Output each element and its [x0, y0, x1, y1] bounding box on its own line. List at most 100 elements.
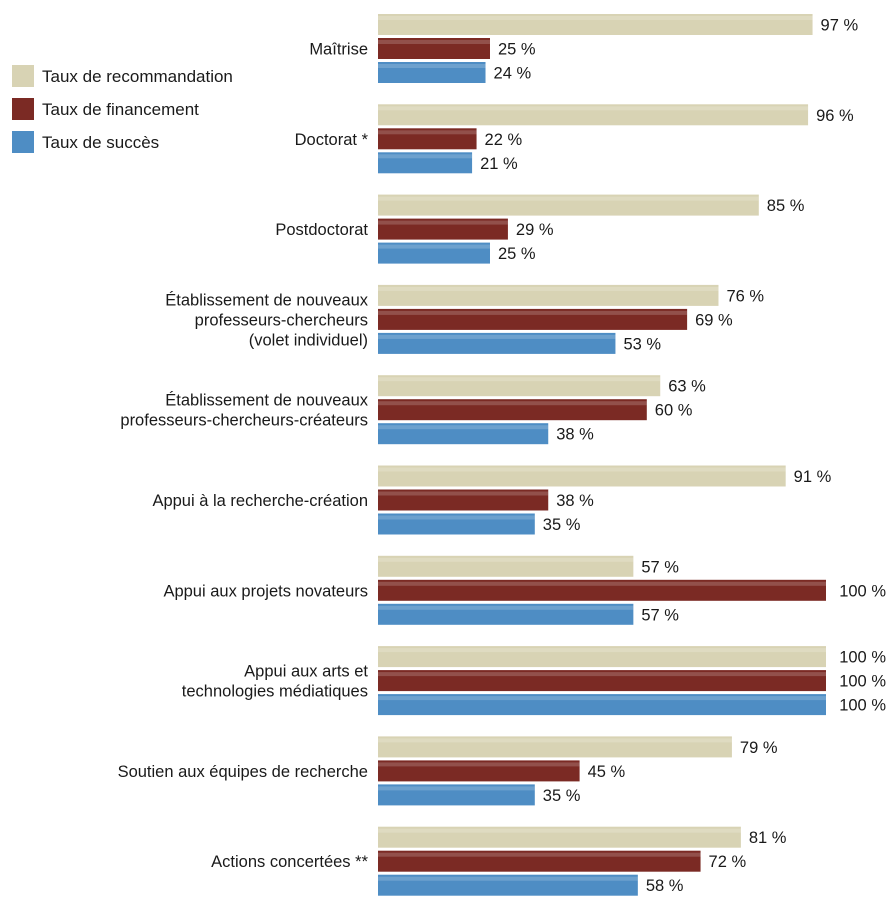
bar-sheen	[378, 515, 535, 520]
bar-taux-de-recommandation	[378, 194, 759, 216]
bar-taux-de-recommandation	[378, 284, 719, 306]
legend-label-taux-de-recommandation: Taux de recommandation	[42, 67, 233, 86]
bar-group-etablissement-de-nouveaux-professeurs-chercheurs-createurs: Établissement de nouveaux professeurs-che…	[120, 375, 706, 445]
value-label-taux-de-succes: 100 %	[839, 697, 886, 715]
category-label: Postdoctorat	[275, 221, 368, 239]
bar-taux-de-financement	[378, 399, 647, 421]
value-label-taux-de-financement: 60 %	[655, 402, 693, 420]
legend-label-taux-de-succes: Taux de succès	[42, 133, 159, 152]
value-label-taux-de-recommandation: 85 %	[767, 197, 805, 215]
value-label-taux-de-financement: 100 %	[839, 673, 886, 691]
category-label-line: (volet individuel)	[249, 331, 368, 349]
bar-sheen	[378, 491, 549, 496]
value-label-taux-de-recommandation: 97 %	[821, 17, 859, 35]
bar-taux-de-recommandation	[378, 14, 813, 35]
bar-taux-de-financement	[378, 308, 688, 330]
bar-sheen	[378, 40, 490, 44]
legend-swatch-taux-de-financement	[12, 98, 34, 120]
bar-sheen	[378, 154, 473, 159]
legend-swatch-taux-de-recommandation	[12, 65, 34, 87]
value-label-taux-de-succes: 25 %	[498, 245, 536, 263]
bar-taux-de-financement	[378, 218, 508, 240]
bar-taux-de-recommandation	[378, 375, 661, 397]
bar-sheen	[378, 334, 616, 339]
category-label: Appui aux arts et technologies médiatique…	[182, 663, 369, 701]
bar-sheen	[378, 401, 647, 406]
bar-sheen	[378, 852, 701, 857]
bar-taux-de-succes	[378, 513, 535, 535]
value-label-taux-de-succes: 58 %	[646, 877, 684, 895]
legend-swatch-taux-de-succes	[12, 131, 34, 153]
bar-sheen	[378, 557, 634, 562]
bar-taux-de-succes	[378, 332, 616, 354]
value-label-taux-de-succes: 57 %	[641, 606, 679, 624]
category-label-line: professeurs-chercheurs-créateurs	[120, 412, 368, 430]
value-label-taux-de-financement: 72 %	[709, 853, 747, 871]
bar-sheen	[378, 467, 786, 472]
value-label-taux-de-recommandation: 76 %	[726, 287, 764, 305]
bar-groups: Maîtrise 97 % 25 % 24 % Doctorat * 96 % 22 % 21…	[118, 14, 886, 896]
value-label-taux-de-recommandation: 63 %	[668, 378, 706, 396]
bar-sheen	[378, 738, 732, 743]
value-label-taux-de-financement: 25 %	[498, 41, 536, 59]
category-label-line: professeurs-chercheurs	[195, 311, 368, 329]
value-label-taux-de-succes: 21 %	[480, 155, 518, 173]
value-label-taux-de-recommandation: 79 %	[740, 739, 778, 757]
value-label-taux-de-succes: 38 %	[556, 426, 594, 444]
bar-taux-de-recommandation	[378, 646, 826, 668]
category-label-line: Postdoctorat	[275, 221, 368, 239]
value-label-taux-de-succes: 35 %	[543, 516, 581, 534]
value-label-taux-de-recommandation: 91 %	[794, 468, 832, 486]
category-label-line: Établissement de nouveaux	[165, 391, 368, 410]
bar-sheen	[378, 130, 477, 135]
category-label-line: Maîtrise	[309, 41, 368, 59]
value-label-taux-de-financement: 22 %	[485, 131, 523, 149]
bar-taux-de-recommandation	[378, 465, 786, 487]
bar-sheen	[378, 876, 638, 881]
value-label-taux-de-recommandation: 81 %	[749, 829, 787, 847]
category-label: Appui à la recherche-création	[152, 492, 368, 510]
category-label-line: Appui aux arts et	[244, 663, 368, 681]
bar-sheen	[378, 106, 809, 111]
bar-sheen	[378, 648, 826, 653]
category-label: Actions concertées **	[211, 853, 368, 871]
bar-group-appui-aux-projets-novateurs: Appui aux projets novateurs 57 % 100 % 57 %	[163, 555, 886, 625]
bar-taux-de-succes	[378, 784, 535, 806]
bar-taux-de-succes	[378, 694, 826, 716]
bar-taux-de-recommandation	[378, 826, 741, 848]
bar-sheen	[378, 64, 486, 68]
bar-group-postdoctorat: Postdoctorat 85 % 29 % 25 %	[275, 194, 805, 264]
bar-sheen	[378, 786, 535, 791]
bar-taux-de-financement	[378, 850, 701, 872]
bar-sheen	[378, 220, 508, 225]
chart-legend: Taux de recommandation Taux de financemen…	[12, 65, 233, 153]
bar-sheen	[378, 196, 759, 201]
value-label-taux-de-succes: 35 %	[543, 787, 581, 805]
bar-taux-de-recommandation	[378, 104, 809, 126]
value-label-taux-de-succes: 24 %	[494, 65, 532, 83]
bar-sheen	[378, 605, 634, 610]
bar-taux-de-financement	[378, 579, 826, 601]
bar-sheen	[378, 425, 549, 430]
category-label: Maîtrise	[309, 41, 368, 59]
category-label: Doctorat *	[295, 131, 369, 149]
bar-group-actions-concertees: Actions concertées ** 81 %72 % 58 %	[211, 826, 787, 896]
category-label-line: Appui aux projets novateurs	[163, 582, 368, 600]
category-label: Appui aux projets novateurs	[163, 582, 368, 600]
bar-group-appui-aux-arts-et-technologies-mediatiques: Appui aux arts et technologies médiatique…	[182, 646, 886, 716]
value-label-taux-de-recommandation: 57 %	[641, 558, 679, 576]
category-label: Établissement de nouveaux professeurs-che…	[120, 391, 368, 430]
value-label-taux-de-financement: 29 %	[516, 221, 554, 239]
bar-sheen	[378, 16, 813, 20]
value-label-taux-de-financement: 100 %	[839, 582, 886, 600]
bar-taux-de-financement	[378, 489, 549, 511]
bar-sheen	[378, 286, 719, 291]
bar-sheen	[378, 244, 490, 249]
bar-taux-de-financement	[378, 670, 826, 692]
value-label-taux-de-recommandation: 100 %	[839, 649, 886, 667]
bar-taux-de-recommandation	[378, 736, 732, 758]
bar-taux-de-succes	[378, 242, 490, 264]
value-label-taux-de-recommandation: 96 %	[816, 107, 854, 125]
category-label-line: Appui à la recherche-création	[152, 492, 368, 510]
